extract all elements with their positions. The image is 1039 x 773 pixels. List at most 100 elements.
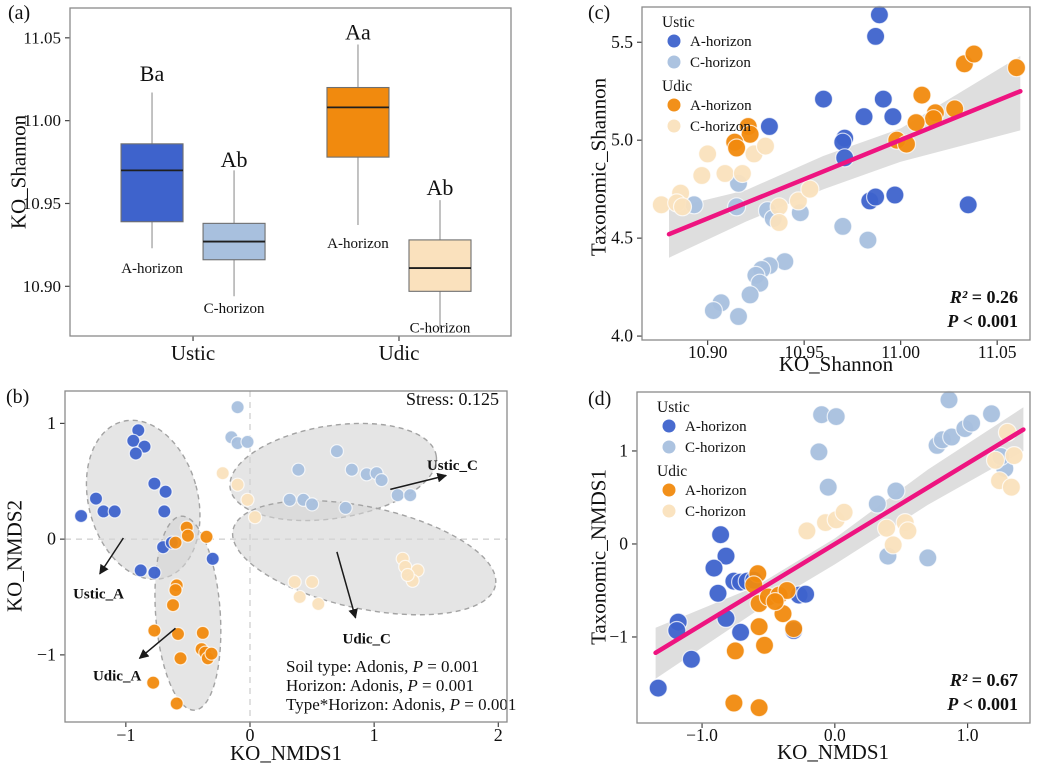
data-point [795, 584, 816, 604]
scatter-points-udic_a [146, 520, 219, 711]
legend-item-label: C-horizon [690, 55, 751, 71]
data-point [240, 492, 255, 507]
data-point [230, 477, 245, 492]
data-point [958, 195, 978, 215]
data-point [755, 136, 776, 156]
data-point [199, 529, 214, 544]
adonis-annotation: Horizon: Adonis, P = 0.001 [286, 676, 474, 695]
x-tick-label: −1 [116, 725, 135, 745]
cluster-arrow-udic_c [336, 551, 358, 619]
data-point [858, 230, 878, 250]
cluster-arrow-ustic_c [390, 472, 448, 491]
scatter-points-udic_c [215, 466, 425, 612]
y-axis-ticks: −1 0 1 [37, 413, 65, 664]
data-point [173, 651, 188, 666]
data-point [292, 589, 307, 605]
legend-swatch-ustic_a [667, 34, 681, 48]
x-tick-label: 0 [245, 725, 254, 745]
data-point [1004, 446, 1024, 466]
data-point [147, 476, 162, 491]
data-point [730, 622, 751, 642]
data-point [800, 179, 820, 199]
y-tick-label: 11.05 [23, 28, 61, 47]
data-point [169, 696, 184, 711]
legend-section-title: Udic [662, 78, 692, 95]
legend-item-label: A-horizon [690, 98, 752, 114]
y-tick-label: −1 [37, 644, 56, 664]
data-point [985, 450, 1006, 470]
data-point [797, 521, 817, 541]
data-point [740, 285, 760, 305]
plot-border [64, 390, 508, 723]
y-tick-label: 5.5 [611, 32, 633, 52]
legend-item-label: C-horizon [685, 504, 746, 520]
regression-line [653, 427, 1026, 656]
data-point [883, 535, 903, 555]
data-point [648, 678, 668, 698]
scatter-points-ustic_a [73, 423, 220, 580]
stress-label: Stress: 0.125 [406, 389, 499, 409]
cluster-label-ustic_a: Ustic_A [73, 587, 124, 603]
data-point [133, 563, 148, 578]
data-point [725, 641, 745, 661]
x-tick-label: 11.00 [881, 342, 920, 362]
panel-b: Ustic_A Udic_A Ustic_C Udic_C Stress: 0.125 S… [37, 389, 517, 745]
y-axis-ticks: 4.0 4.5 5.0 5.5 [611, 32, 642, 346]
significance-letter: Ab [221, 147, 248, 172]
box-udic-a-horizon: Aa A-horizon [326, 19, 390, 252]
data-point [809, 442, 829, 462]
y-tick-label: 5.0 [611, 130, 633, 150]
legend-swatch-udic_c [667, 119, 681, 133]
data-point [912, 85, 932, 105]
panel-c-label: (c) [588, 2, 611, 24]
data-point [704, 558, 724, 578]
data-point [981, 404, 1002, 424]
significance-letter: Aa [345, 19, 371, 44]
legend-item-label: A-horizon [690, 34, 752, 50]
data-point [230, 400, 245, 415]
data-point [128, 446, 143, 461]
scatter-points-ustic_a [759, 5, 978, 215]
horizon-sublabel: A-horizon [121, 261, 183, 277]
panel-d-label: (d) [588, 388, 612, 410]
data-point [692, 165, 712, 186]
adonis-annotation: Soil type: Adonis, P = 0.001 [286, 657, 479, 676]
scatter-points-udic_c [797, 422, 1024, 555]
x-tick-label: 2 [494, 725, 503, 745]
x-axis-ticks: 10.90 10.95 11.00 11.05 [688, 340, 1017, 362]
y-tick-label: 1 [47, 413, 56, 433]
cluster-ellipse-ustic_c [229, 422, 438, 522]
data-point [708, 583, 728, 603]
x-tick-label: −1.0 [686, 725, 718, 745]
legend-item-label: A-horizon [685, 419, 747, 435]
data-point [703, 301, 724, 321]
data-point [865, 26, 886, 47]
data-point [759, 116, 780, 137]
data-point [749, 617, 769, 637]
x-tick-label: 1 [370, 725, 379, 745]
data-point [1006, 58, 1027, 78]
y-tick-label: 0 [47, 529, 56, 549]
legend-swatch-ustic_a [662, 419, 676, 433]
data-point [818, 477, 838, 497]
data-point [329, 444, 344, 459]
data-point [107, 504, 122, 519]
data-point [73, 508, 89, 524]
data-point [886, 481, 906, 501]
legend-swatch-ustic_c [662, 440, 676, 454]
cluster-label-udic_c: Udic_C [343, 632, 391, 648]
x-tick-label: 1.0 [957, 725, 979, 745]
data-point [885, 185, 905, 205]
panel-a-label: (a) [8, 2, 31, 24]
group-label: Ustic [171, 341, 215, 365]
data-point [898, 521, 918, 541]
box-ustic-a-horizon: Ba A-horizon [120, 61, 184, 277]
legend-section-title: Ustic [662, 14, 695, 31]
data-point [204, 646, 219, 661]
panel-d: Ustic A-horizon C-horizon Udic A-horizon C-ho… [609, 390, 1031, 745]
box-ustic-c-horizon: Ab C-horizon [202, 147, 266, 317]
legend-section-title: Ustic [657, 399, 690, 416]
y-tick-label: 11.00 [23, 111, 61, 130]
